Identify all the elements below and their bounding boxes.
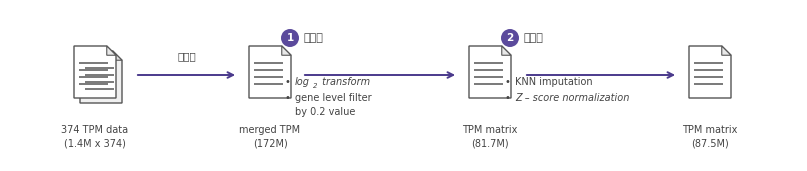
Text: 전처리: 전처리 [524,33,544,43]
Polygon shape [721,46,731,55]
Polygon shape [249,46,291,98]
Text: Z – score normalization: Z – score normalization [515,93,629,103]
Polygon shape [689,46,731,98]
Text: 374 TPM data: 374 TPM data [61,125,128,135]
Text: •: • [285,77,291,87]
Text: gene level filter: gene level filter [295,93,372,103]
Polygon shape [107,46,116,55]
Text: 2: 2 [313,83,317,89]
Text: merged TPM: merged TPM [240,125,300,135]
Polygon shape [74,46,116,98]
Text: TPM matrix: TPM matrix [682,125,738,135]
Text: •: • [505,93,511,103]
Text: 전처리: 전처리 [304,33,324,43]
Text: 행렬화: 행렬화 [177,51,196,61]
Polygon shape [282,46,291,55]
Text: •: • [505,77,511,87]
Text: TPM matrix: TPM matrix [462,125,517,135]
Text: 1: 1 [286,33,294,43]
Text: (87.5M): (87.5M) [691,138,729,148]
Polygon shape [469,46,511,98]
Text: by 0.2 value: by 0.2 value [295,107,355,117]
Text: (1.4M x 374): (1.4M x 374) [64,138,126,148]
Polygon shape [113,51,122,60]
Polygon shape [80,51,122,103]
Text: 2: 2 [506,33,513,43]
Text: (172M): (172M) [253,138,287,148]
Text: transform: transform [319,77,370,87]
Ellipse shape [501,29,519,47]
Polygon shape [502,46,511,55]
Text: log: log [295,77,310,87]
Text: •: • [285,93,291,103]
Ellipse shape [281,29,299,47]
Text: KNN imputation: KNN imputation [515,77,592,87]
Text: (81.7M): (81.7M) [471,138,508,148]
